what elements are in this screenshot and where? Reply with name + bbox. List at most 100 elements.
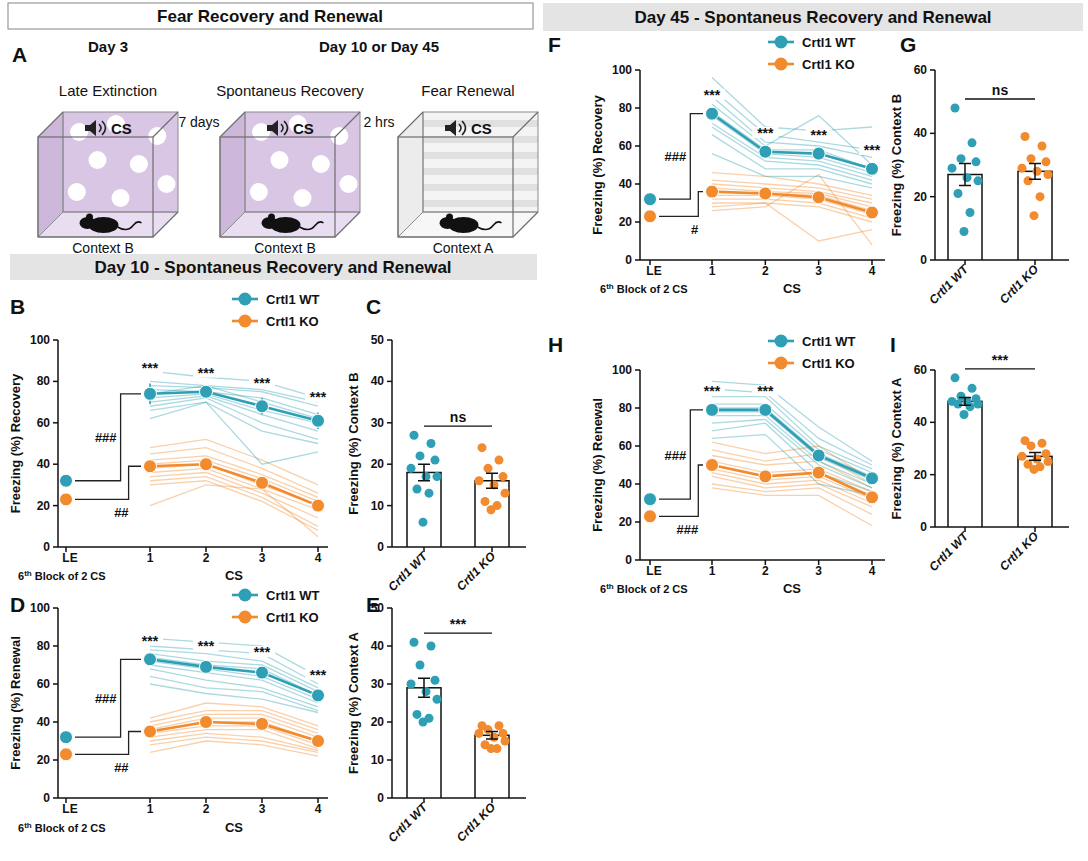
error-bar [959,397,971,405]
subject-dot [1030,211,1039,220]
subject-dot [427,642,436,651]
mouse-icon [268,214,275,221]
subject-dot [1024,176,1033,185]
bar-panel: C01020304050Freezing (%) Context BCrtl1 … [346,295,526,594]
y-tick [387,422,392,424]
mean-point [256,717,269,730]
cue-label: CS [111,120,132,137]
mean-point [312,689,325,702]
y-tick [387,683,392,685]
subject-dot [495,456,504,465]
y-tick [53,721,58,723]
significance-label: *** [254,644,271,660]
subject-dot [433,472,442,481]
y-tick [53,505,58,507]
wall-dot [330,127,348,145]
panel-letter: D [10,593,25,616]
front-edge [220,137,335,237]
mean-point [144,387,157,400]
context-wall [245,112,360,212]
mean-line [712,192,872,213]
legend-marker [775,335,788,348]
subject-line [150,676,318,710]
subject-dot [413,485,422,494]
legend-marker [239,611,252,624]
subject-line [712,419,872,487]
bar [948,401,982,527]
subject-dot [484,464,493,473]
y-tick [387,721,392,723]
y-tick [53,645,58,647]
subject-dot [416,451,425,460]
subject-dot [1018,452,1027,461]
subject-dot [1021,132,1030,141]
wall-dot [158,175,176,193]
baseline-point [644,193,657,206]
y-tick [635,69,640,71]
significance-label: ns [450,409,467,425]
mouse-icon [300,222,324,230]
baseline-point [60,493,73,506]
cue-label: CS [471,120,492,137]
mouse-icon [86,214,93,221]
y-tick-label: 40 [37,457,51,471]
mean-line [150,464,318,505]
x-tick [1034,527,1036,532]
significance-bracket [75,659,141,737]
y-axis-title: Freezing (%) Recovery [8,373,23,513]
x-tick-label: Crtl1 KO [454,549,499,594]
day-label: Day 10 or Day 45 [319,38,439,55]
subject-line [712,484,872,514]
y-tick [930,474,935,476]
subject-dot [966,208,975,217]
x-tick-label: 1 [709,564,716,578]
panel-letter: H [548,333,563,356]
y-tick-label: 40 [619,177,633,191]
x-axis [640,259,885,261]
significance-label: ### [95,430,117,445]
x-note: 6th Block of 2 CS [600,582,688,595]
subject-line [712,488,872,526]
mean-point [759,145,772,158]
y-tick-label: 0 [625,553,632,567]
significance-label: *** [757,383,774,399]
mean-point [812,449,825,462]
error-bar [418,464,430,481]
subject-dot [410,431,419,440]
x-tick-label: Crtl1 KO [997,529,1042,574]
mean-point [706,107,719,120]
plot-data [407,431,510,547]
subject-line [150,661,318,699]
stage-label: Fear Renewal [421,82,514,99]
mean-point [866,206,879,219]
x-note: 6th Block of 2 CS [18,569,106,582]
subject-dot [1038,439,1047,448]
y-tick-label: 0 [920,253,927,267]
legend-marker [239,589,252,602]
subject-dot [501,489,510,498]
x-axis-title: CS [225,820,243,835]
subject-dot [1044,170,1053,179]
cube-edge [398,112,538,237]
header-box [543,3,1083,31]
subject-dot [972,157,981,166]
header-title: Day 45 - Spontaneus Recovery and Renewal [634,8,991,27]
y-tick [387,759,392,761]
y-axis [934,370,936,527]
significance-label: *** [254,375,271,391]
y-axis [57,340,59,547]
wall-dot [340,175,358,193]
mean-line [712,410,872,478]
significance-label: *** [142,360,159,376]
subject-dot [481,497,490,506]
subject-line [150,737,318,752]
mean-point [144,653,157,666]
legend-label: Crtl1 WT [266,292,320,307]
mean-point [759,187,772,200]
subject-dot [951,373,960,382]
subject-dot [419,518,428,527]
y-axis [934,70,936,260]
y-tick-label: 40 [619,477,633,491]
legend-label: Crtl1 WT [266,588,320,603]
x-tick [491,547,493,552]
